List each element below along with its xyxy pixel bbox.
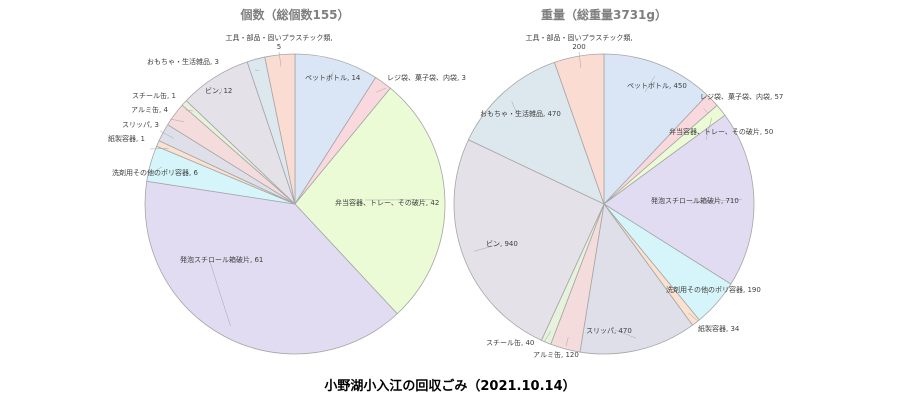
weight-leader-8	[565, 337, 569, 347]
weight-slice-label-6: 紙製容器, 34	[698, 324, 740, 333]
weight-leader-12	[578, 51, 582, 68]
weight-slice-label-8: アルミ缶, 120	[533, 350, 579, 359]
count-leader-12	[278, 51, 282, 67]
weight-slice-label-2: レジ袋、菓子袋、内袋, 57	[700, 92, 783, 101]
weight-leader-5	[707, 289, 709, 296]
weight-leader-9	[543, 331, 551, 343]
weight-slice-10	[453, 139, 605, 341]
weight-slice-label-7: スリッパ, 470	[586, 327, 632, 335]
weight-slice-label-3: 弁当容器、トレー、その破片, 50	[669, 127, 773, 136]
count-leader-6	[149, 148, 169, 150]
weight-slice-label-5: 洗剤用その他のポリ容器, 190	[666, 285, 761, 294]
weight-leader-4	[689, 198, 742, 204]
count-slice-label-9: スチール缶, 1	[132, 91, 176, 100]
weight-leader-10	[474, 243, 501, 252]
count-leader-11	[254, 69, 260, 72]
count-leader-10	[220, 87, 223, 93]
weight-leader-7	[614, 329, 637, 339]
figure-caption: 小野湖小入江の回収ごみ（2021.10.14）	[324, 378, 575, 394]
count-slice-label-2: レジ袋、菓子袋、内袋, 3	[387, 73, 466, 82]
weight-chart-title: 重量（総重量3731g）	[541, 7, 667, 22]
count-slice-label-7: スリッパ, 3	[122, 121, 159, 129]
weight-leader-6	[688, 312, 699, 322]
weight-slice-label-12: 工具・部品・固いプラスチック類, 200	[525, 33, 632, 51]
count-slice-label-11: おもちゃ・生活雑品, 3	[147, 57, 219, 66]
weight-slice-7	[579, 202, 694, 355]
count-slice-label-12: 工具・部品・固いプラスチック類, 5	[225, 33, 332, 51]
weight-slice-12	[553, 53, 605, 205]
count-leader-7	[159, 130, 174, 139]
weight-pie-chart: 重量（総重量3731g） ペットボトル, 450 レジ袋、菓子袋、内袋, 57 弁当…	[453, 7, 783, 359]
weight-leader-2	[703, 108, 709, 114]
weight-leader-11	[511, 101, 519, 117]
count-pie-chart: 個数（総個数155） ペットボトル, 14 レジ袋、菓子袋、内袋, 3 弁当容器、ト…	[108, 7, 466, 355]
weight-leader-3	[705, 117, 712, 141]
count-leader-1	[325, 71, 334, 83]
weight-slice-label-11: おもちゃ・生活雑品, 470	[480, 109, 561, 118]
count-leader-9	[185, 109, 194, 112]
count-slice-label-8: アルミ缶, 4	[131, 105, 168, 114]
count-slice-4	[144, 180, 398, 355]
weight-slice-1	[603, 53, 708, 206]
count-slice-label-4: 発泡スチロール箱破片, 61	[180, 255, 263, 264]
count-leader-8	[169, 118, 185, 123]
count-leader-2	[376, 87, 387, 93]
weight-slice-label-4: 発泡スチロール箱破片, 710	[651, 196, 739, 205]
weight-slice-label-10: ビン, 940	[486, 239, 518, 248]
weight-slice-11	[467, 61, 605, 205]
count-slice-label-5: 洗剤用その他のポリ容器, 6	[112, 168, 198, 177]
weight-slice-label-1: ペットボトル, 450	[627, 82, 687, 90]
weight-leader-1	[644, 75, 656, 93]
weight-slice-4	[603, 114, 755, 285]
count-leader-4	[209, 261, 231, 327]
count-slice-label-10: ビン, 12	[205, 86, 232, 95]
count-slice-12	[264, 53, 296, 205]
count-slice-label-6: 紙製容器, 1	[108, 134, 145, 143]
weight-slice-label-9: スチール缶, 40	[486, 338, 534, 347]
count-slice-label-3: 弁当容器、トレー、その破片, 42	[335, 198, 439, 207]
count-slice-1	[294, 53, 377, 206]
count-slice-label-1: ペットボトル, 14	[305, 74, 361, 82]
count-leader-5	[149, 166, 163, 175]
count-slice-3	[294, 87, 446, 315]
count-chart-title: 個数（総個数155）	[239, 7, 349, 22]
